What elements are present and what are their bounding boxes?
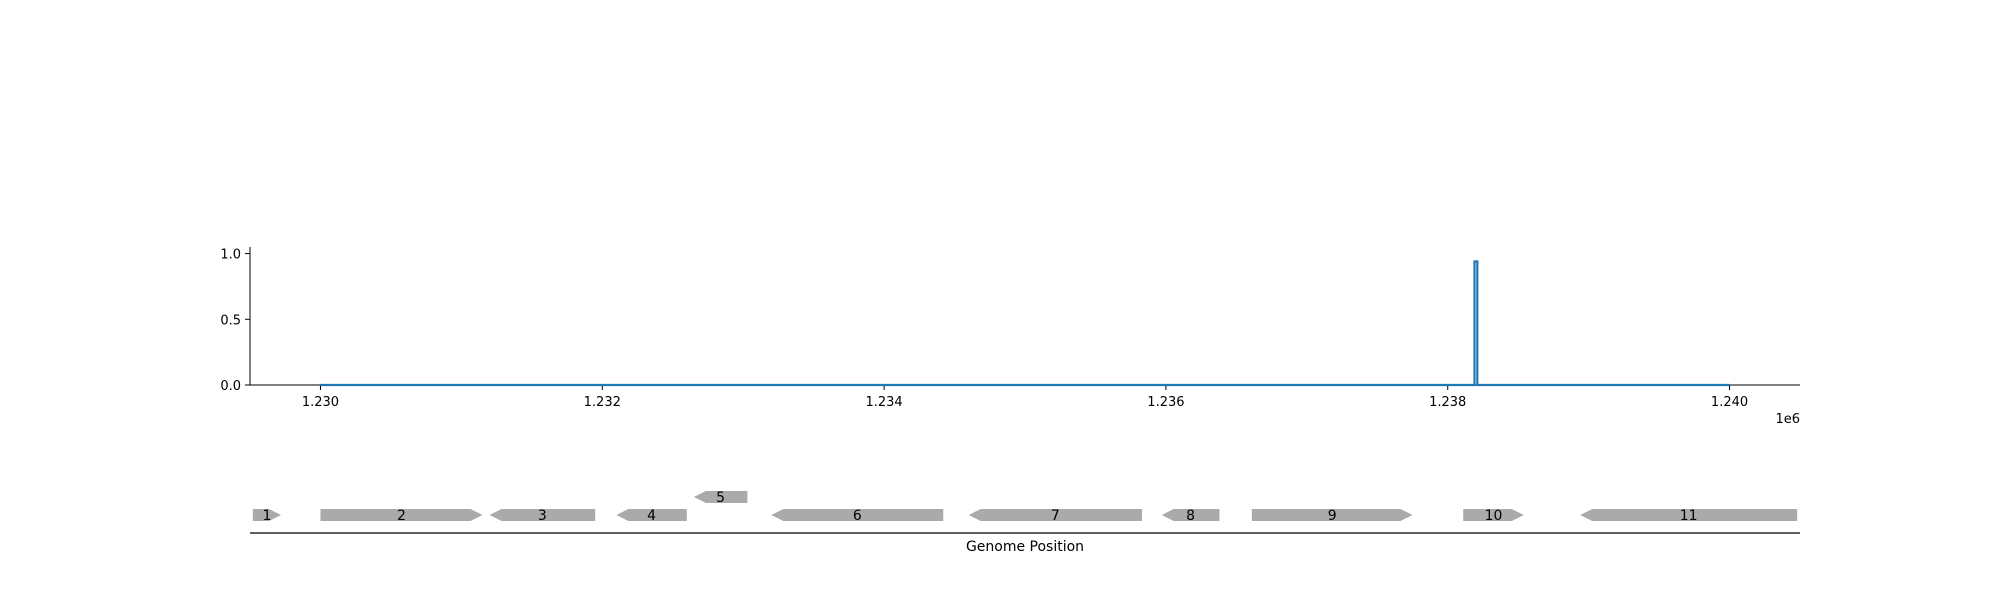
x-tick-label: 1.240 — [1711, 395, 1748, 410]
gene-arrow — [771, 509, 944, 521]
x-tick-label: 1.230 — [302, 395, 339, 410]
gene-arrow — [616, 509, 687, 521]
y-tick-label: 0.0 — [220, 379, 241, 394]
signal-series — [320, 260, 1730, 387]
gene-label: 10 — [1485, 508, 1503, 524]
gene-track-xlabel: Genome Position — [966, 539, 1084, 555]
signal-axes — [249, 247, 1800, 386]
gene-arrow — [1463, 509, 1524, 521]
gene-arrow — [968, 509, 1142, 521]
y-tick-label: 0.5 — [220, 313, 241, 328]
gene-label: 7 — [1051, 508, 1060, 524]
gene-arrow — [1251, 509, 1413, 521]
gene-label: 1 — [262, 508, 271, 524]
gene-label: 11 — [1680, 508, 1698, 524]
x-tick-label: 1.234 — [865, 395, 902, 410]
gene-arrow — [320, 509, 483, 521]
x-tick-label: 1.238 — [1429, 395, 1466, 410]
gene-label: 2 — [397, 508, 406, 524]
gene-arrow — [489, 509, 596, 521]
gene-label: 6 — [853, 508, 862, 524]
gene-arrow — [1161, 509, 1220, 521]
signal-line — [320, 260, 1730, 387]
x-offset-label: 1e6 — [1775, 412, 1800, 427]
gene-label: 4 — [647, 508, 656, 524]
gene-arrow — [1580, 509, 1798, 521]
gene-label: 5 — [716, 490, 725, 506]
gene-arrow — [252, 509, 281, 521]
gene-arrows: 1 2 3 4 5 6 7 8 9 10 11 — [252, 490, 1798, 524]
gene-label: 3 — [538, 508, 547, 524]
y-ticks: 0.0 0.5 1.0 — [220, 248, 250, 394]
x-tick-label: 1.236 — [1147, 395, 1184, 410]
gene-track: 1 2 3 4 5 6 7 8 9 10 11 Genome Position — [250, 490, 1800, 555]
gene-label: 9 — [1328, 508, 1337, 524]
x-tick-label: 1.232 — [584, 395, 621, 410]
y-tick-label: 1.0 — [220, 248, 241, 263]
x-ticks: 1.230 1.232 1.234 1.236 1.238 1.240 — [302, 385, 1748, 410]
signal-plot: 1.230 1.232 1.234 1.236 1.238 1.240 0.0 0.5 1.0… — [220, 247, 1800, 427]
gene-arrow — [693, 491, 748, 503]
gene-label: 8 — [1186, 508, 1195, 524]
